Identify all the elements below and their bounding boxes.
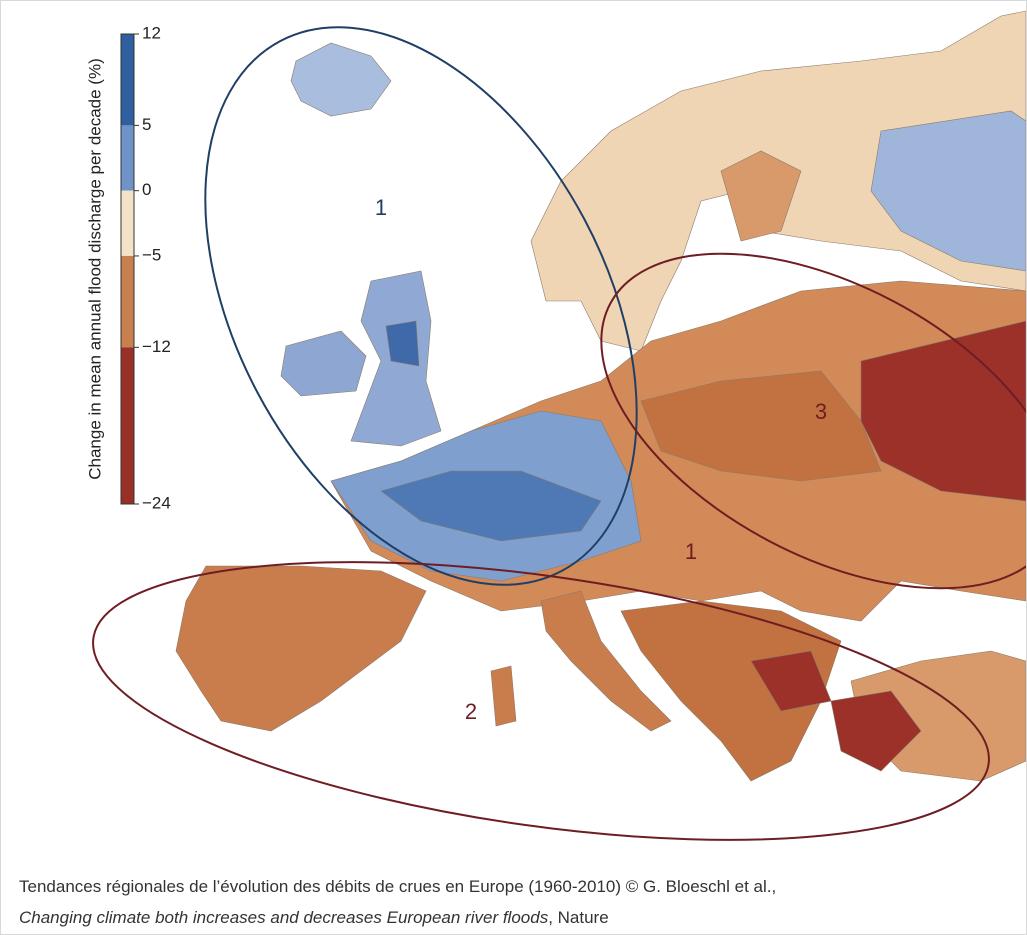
caption-source: , Nature [548,908,609,927]
colorbar-tick-label: 12 [142,23,161,42]
colorbar-segment [121,347,134,504]
colorbar-tick-label: −24 [142,493,171,512]
colorbar-frame [120,33,135,505]
region-label: 1 [375,195,387,220]
region-label: 1 [685,539,697,564]
caption-line: Tendances régionales de l’évolution des … [19,877,777,896]
region-label: 2 [465,699,477,724]
colorbar-tick-label: 5 [142,115,151,134]
colorbar: Change in mean annual flood discharge pe… [85,23,170,512]
colorbar-label: Change in mean annual flood discharge pe… [85,58,104,480]
colorbar-tick-label: −12 [142,337,171,356]
landmass [175,10,1026,782]
colorbar-segment [121,125,134,191]
region-outline [600,252,1026,590]
caption-line: Changing climate both increases and decr… [19,908,609,928]
region-label: 3 [815,399,827,424]
colorbar-segment [121,34,134,126]
region-outline [204,26,638,586]
region-outline [92,561,990,841]
caption-title: Changing climate both increases and decr… [19,908,549,927]
colorbar-tick-label: 0 [142,180,151,199]
colorbar-segment [121,190,134,256]
colorbar-segment [121,255,134,348]
map: 1 2 3 1 Change in mean annual flood disc… [85,10,1026,841]
colorbar-tick-label: −5 [142,245,161,264]
